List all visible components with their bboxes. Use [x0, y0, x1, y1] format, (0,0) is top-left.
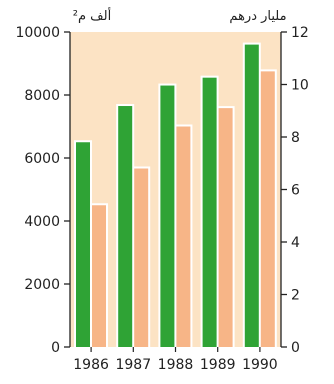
left-tick-label: 0: [51, 340, 60, 356]
left-tick-label: 6000: [24, 151, 60, 167]
bar-left-series-1989: [202, 77, 217, 348]
right-tick-label: 2: [291, 288, 300, 304]
left-tick-label: 8000: [24, 88, 60, 104]
right-tick-label: 8: [291, 130, 300, 146]
left-tick-label: 2000: [24, 277, 60, 293]
x-tick-label: 1990: [242, 357, 278, 373]
x-tick-label: 1986: [73, 357, 109, 373]
bar-left-series-1990: [244, 44, 259, 347]
x-tick-label: 1989: [200, 357, 236, 373]
left-axis-unit-label: ألف م²: [73, 7, 111, 24]
x-tick-label: 1988: [158, 357, 194, 373]
right-tick-label: 4: [291, 235, 300, 251]
right-tick-label: 10: [291, 78, 309, 94]
axes-layer: 0 2000 4000 6000 8000 10000 0 2 4 6 8 10 12 1986 1987 1…: [15, 25, 308, 373]
x-tick-label: 1987: [115, 357, 151, 373]
bar-right-series-1990: [260, 71, 275, 347]
bar-right-series-1989: [218, 108, 233, 347]
bar-right-series-1987: [134, 168, 149, 347]
right-axis-unit-label: مليار درهم: [229, 9, 286, 24]
bar-right-series-1986: [92, 205, 106, 347]
bar-left-series-1986: [76, 142, 90, 347]
right-tick-label: 0: [291, 340, 300, 356]
bar-left-series-1987: [118, 106, 133, 348]
bar-right-series-1988: [176, 126, 191, 347]
left-tick-label: 10000: [15, 25, 60, 41]
right-tick-label: 6: [291, 183, 300, 199]
right-tick-label: 12: [291, 25, 309, 41]
bars-layer: [74, 42, 277, 348]
bar-left-series-1988: [160, 85, 175, 348]
left-tick-label: 4000: [24, 214, 60, 230]
